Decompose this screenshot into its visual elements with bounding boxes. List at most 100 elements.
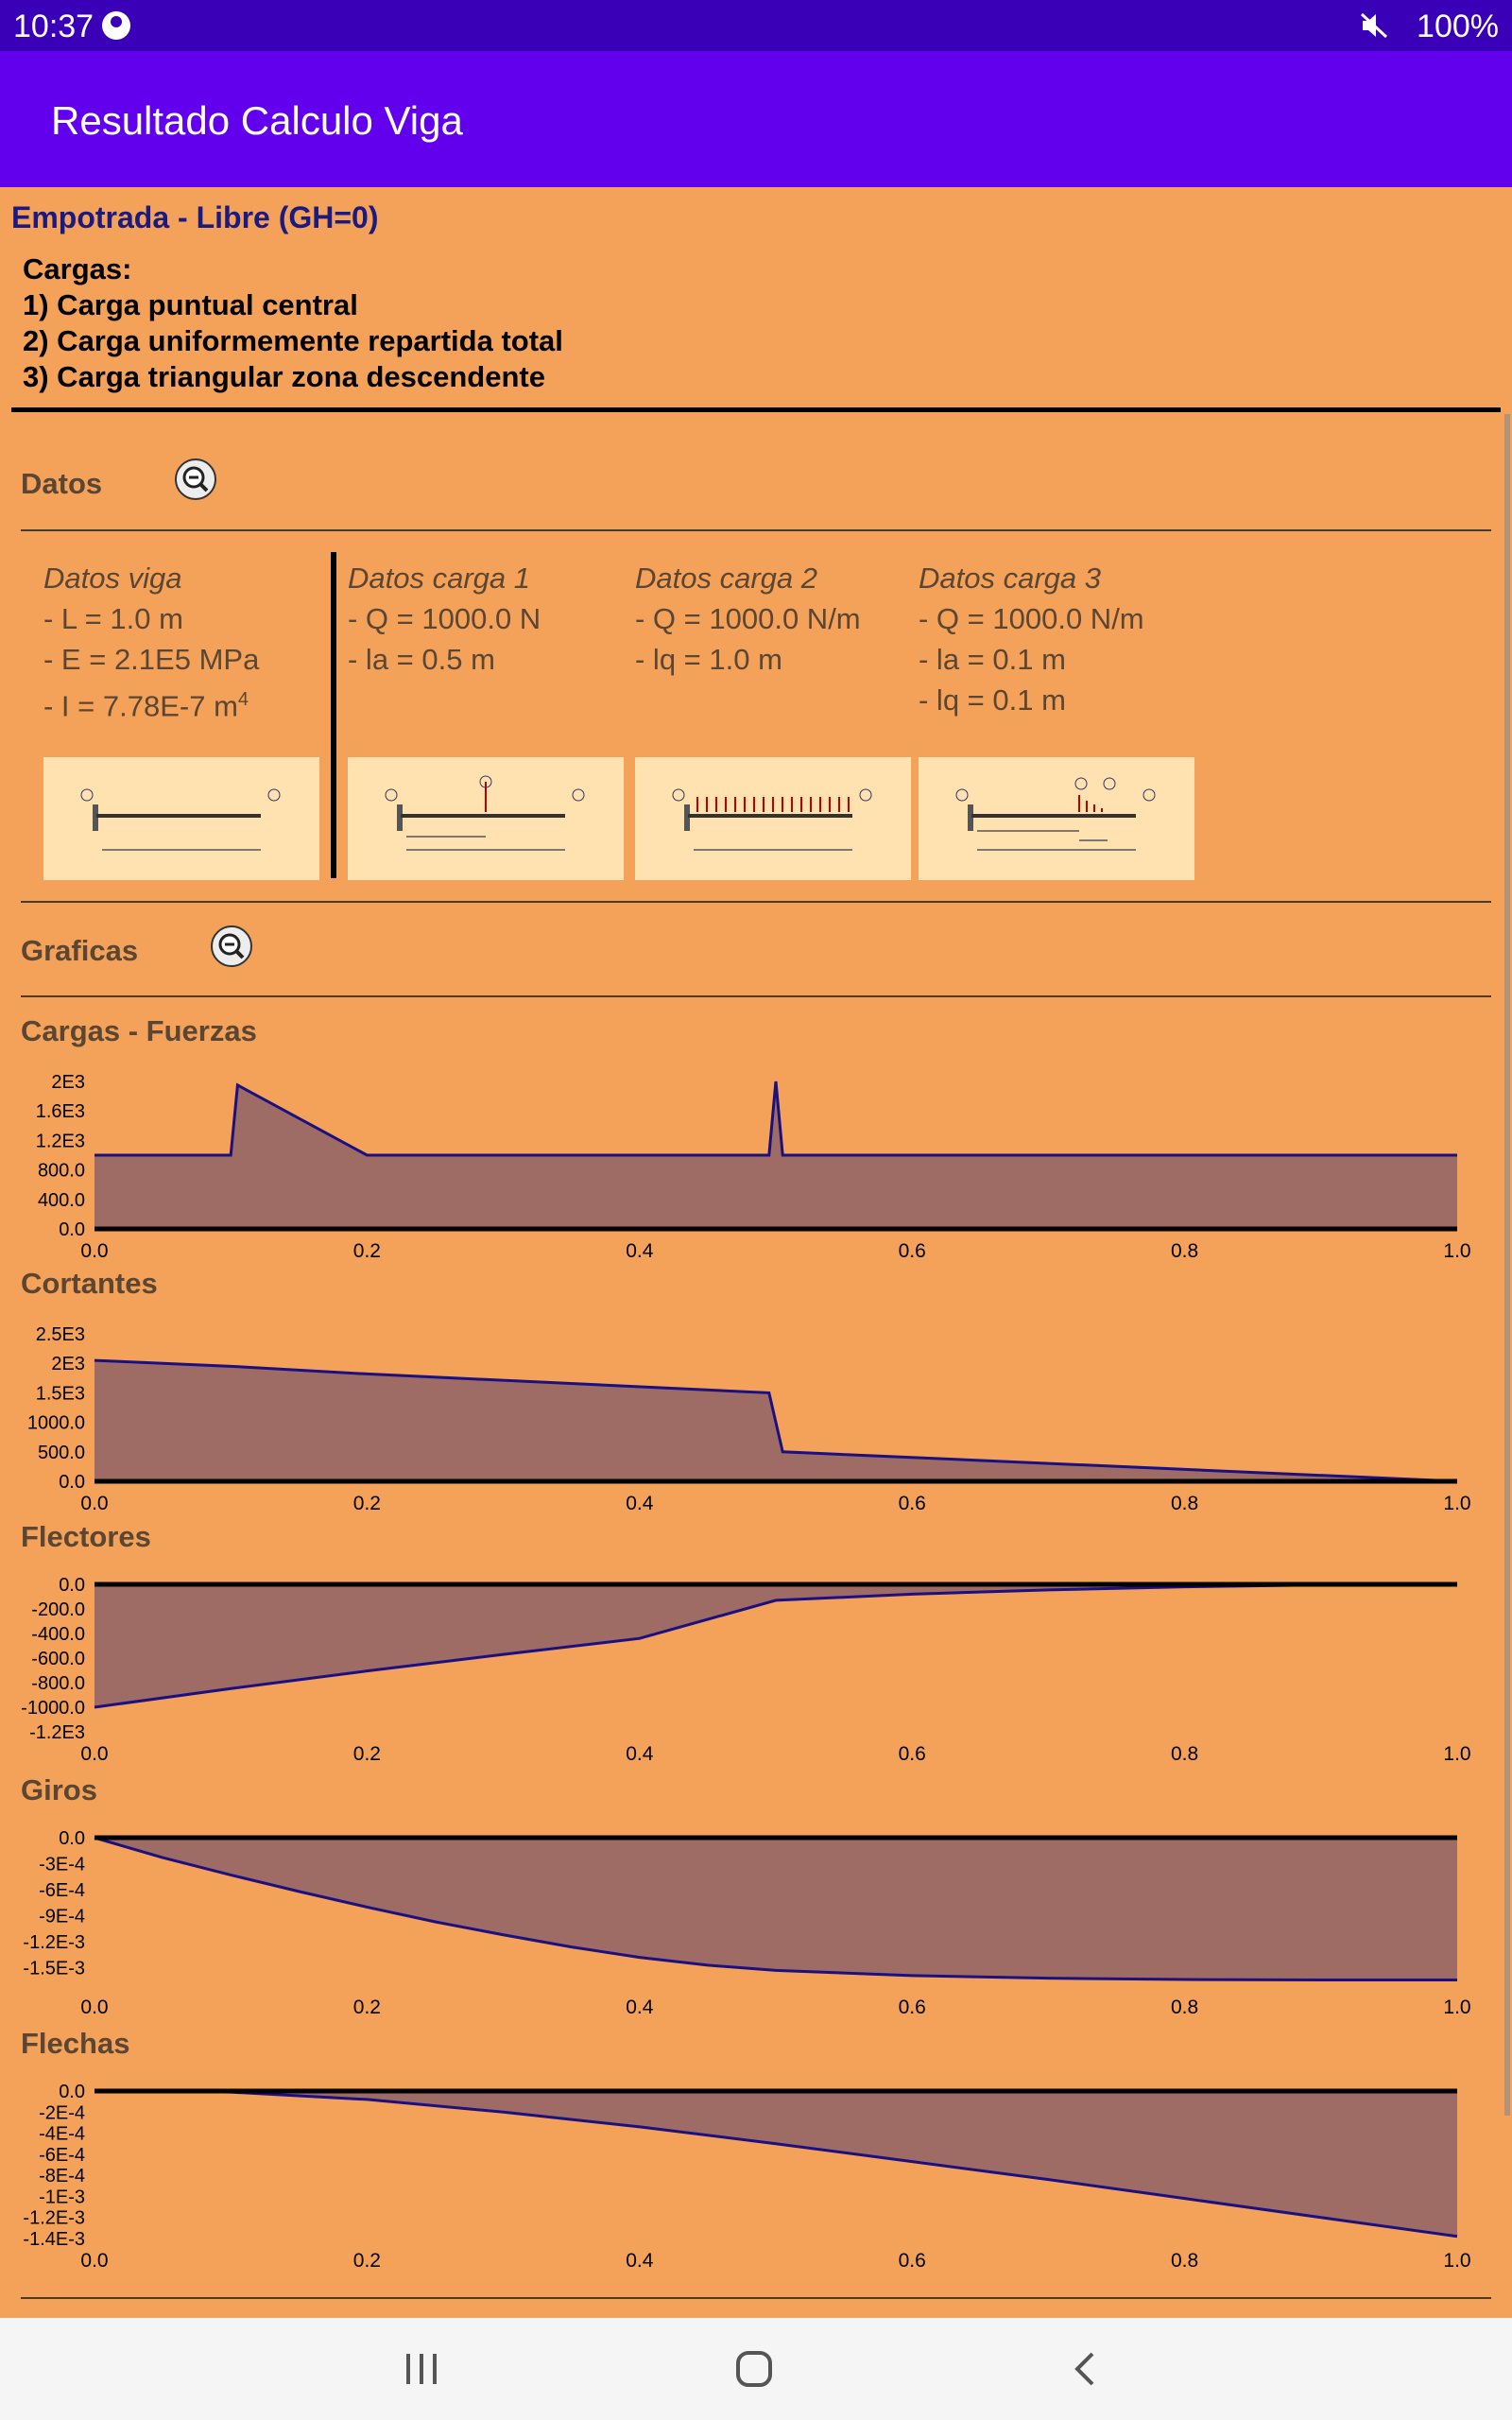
- series-line: [94, 1080, 1457, 1157]
- graficas-heading: Graficas: [21, 934, 139, 967]
- x-tick-label: 1.0: [1443, 2250, 1470, 2272]
- chart-title-cortantes: Cortantes: [21, 1267, 158, 1300]
- load-1-diagram[interactable]: [348, 757, 624, 880]
- chart-title-flechas: Flechas: [21, 2027, 130, 2060]
- status-time: 10:37: [13, 9, 94, 44]
- inertia-exponent: 4: [237, 689, 249, 710]
- status-bar: 10:37 100%: [0, 0, 1512, 51]
- x-tick-label: 0.6: [899, 1743, 926, 1765]
- x-tick-label: 0.4: [626, 2250, 654, 2272]
- y-tick-label: -8E-4: [39, 2166, 85, 2187]
- loads-title: Cargas:: [23, 252, 132, 285]
- x-tick-label: 0.8: [1171, 1996, 1198, 2018]
- y-tick-label: -1.2E-3: [23, 1932, 85, 1953]
- y-tick-label: 2.5E3: [36, 1326, 85, 1345]
- datos-carga-2-title: Datos carga 2: [635, 562, 817, 595]
- x-tick-label: 0.8: [1171, 2250, 1198, 2272]
- y-tick-label: 0.0: [59, 2083, 85, 2102]
- y-tick-label: 400.0: [38, 1190, 85, 1211]
- x-tick-label: 0.6: [899, 1493, 926, 1514]
- zoom-out-icon[interactable]: [210, 925, 253, 968]
- datos-carga-3-title: Datos carga 3: [919, 562, 1101, 595]
- carga-2-lq: - lq = 1.0 m: [635, 643, 782, 676]
- x-tick-label: 0.0: [80, 1743, 108, 1765]
- carga-2-q: - Q = 1000.0 N/m: [635, 602, 861, 635]
- x-tick-label: 0.6: [899, 2250, 926, 2272]
- datos-carga-3: Datos carga 3 - Q = 1000.0 N/m - la = 0.…: [919, 558, 1144, 720]
- y-tick-label: 1000.0: [27, 1413, 85, 1434]
- y-tick-label: -3E-4: [39, 1855, 85, 1876]
- x-tick-label: 1.0: [1443, 1493, 1470, 1514]
- chart-flechas: 0.0-2E-4-4E-4-6E-4-8E-4-1E-3-1.2E-3-1.4E…: [23, 2083, 1470, 2272]
- x-tick-label: 1.0: [1443, 1240, 1470, 1262]
- y-tick-label: -2E-4: [39, 2102, 85, 2123]
- beam-diagram[interactable]: [43, 757, 319, 880]
- zoom-out-icon[interactable]: [174, 458, 217, 501]
- loads-list: Cargas: 1) Carga puntual central 2) Carg…: [23, 251, 563, 395]
- x-tick-label: 0.2: [353, 1996, 381, 2018]
- load-item: 2) Carga uniformemente repartida total: [23, 324, 563, 357]
- datos-viga-title: Datos viga: [43, 562, 182, 595]
- load-item: 3) Carga triangular zona descendente: [23, 360, 545, 393]
- divider: [11, 407, 1501, 412]
- x-tick-label: 1.0: [1443, 1996, 1470, 2018]
- load-3-diagram[interactable]: [919, 757, 1194, 880]
- y-tick-label: -800.0: [31, 1673, 85, 1694]
- x-tick-label: 0.8: [1171, 1493, 1198, 1514]
- area-fill: [94, 1838, 1457, 1980]
- datos-heading: Datos: [21, 467, 103, 500]
- divider: [21, 901, 1491, 903]
- datos-carga-2: Datos carga 2 - Q = 1000.0 N/m - lq = 1.…: [635, 558, 861, 680]
- navigation-bar: [0, 2318, 1512, 2420]
- home-icon[interactable]: [735, 2350, 773, 2388]
- results-content: Empotrada - Libre (GH=0) Cargas: 1) Carg…: [0, 187, 1512, 2318]
- battery-level: 100%: [1417, 9, 1499, 44]
- y-tick-label: 2E3: [51, 1074, 85, 1093]
- viga-length: - L = 1.0 m: [43, 602, 183, 635]
- page-title: Resultado Calculo Viga: [51, 98, 463, 143]
- y-tick-label: 0.0: [59, 1830, 85, 1849]
- datos-viga: Datos viga - L = 1.0 m - E = 2.1E5 MPa -…: [43, 558, 259, 726]
- x-tick-label: 0.4: [626, 1743, 654, 1765]
- y-tick-label: 500.0: [38, 1443, 85, 1463]
- y-tick-label: -1.2E3: [29, 1722, 85, 1743]
- series-line: [94, 1836, 1457, 1981]
- column-separator: [331, 552, 336, 878]
- area-fill: [94, 1360, 1457, 1481]
- y-tick-label: -9E-4: [39, 1907, 85, 1927]
- y-tick-label: -1E-3: [39, 2187, 85, 2207]
- x-tick-label: 0.8: [1171, 1240, 1198, 1262]
- y-tick-label: -400.0: [31, 1624, 85, 1645]
- scrollbar[interactable]: [1504, 414, 1510, 2116]
- x-tick-label: 0.4: [626, 1493, 654, 1514]
- x-tick-label: 0.2: [353, 1240, 381, 1262]
- recent-apps-icon[interactable]: [403, 2352, 440, 2386]
- chart-giros: 0.0 -3E-4 -6E-4 -9E-4 -1.2E-3 -1.5E-3 0.0 0.2 0.…: [23, 1830, 1470, 2018]
- x-tick-label: 0.6: [899, 1240, 926, 1262]
- y-tick-label: 0.0: [59, 1472, 85, 1493]
- x-tick-label: 0.4: [626, 1240, 654, 1262]
- app-bar: Resultado Calculo Viga: [0, 51, 1512, 187]
- y-tick-label: 0.0: [59, 1219, 85, 1240]
- y-tick-label: 0.0: [59, 1577, 85, 1596]
- carga-3-la: - la = 0.1 m: [919, 643, 1066, 676]
- load-2-diagram[interactable]: [635, 757, 911, 880]
- carga-3-q: - Q = 1000.0 N/m: [919, 602, 1144, 635]
- area-fill: [94, 2091, 1457, 2237]
- chart-title-cargas: Cargas - Fuerzas: [21, 1014, 257, 1047]
- chart-flectores: 0.0 -200.0 -400.0 -600.0 -800.0 -1000.0 -1.2E3…: [21, 1577, 1470, 1765]
- chart-title-flectores: Flectores: [21, 1520, 151, 1553]
- chart-title-giros: Giros: [21, 1773, 97, 1806]
- x-tick-label: 0.4: [626, 1996, 654, 2018]
- x-tick-label: 0.2: [353, 1743, 381, 1765]
- y-tick-label: -6E-4: [39, 2145, 85, 2166]
- series-line: [94, 1358, 1458, 1483]
- x-tick-label: 1.0: [1443, 1743, 1470, 1765]
- x-tick-label: 0.0: [80, 1996, 108, 2018]
- back-icon[interactable]: [1072, 2350, 1100, 2388]
- area-fill: [94, 1584, 1457, 1707]
- area-fill: [94, 1081, 1457, 1229]
- x-tick-label: 0.6: [899, 1996, 926, 2018]
- carga-1-q: - Q = 1000.0 N: [348, 602, 541, 635]
- y-tick-label: -200.0: [31, 1599, 85, 1620]
